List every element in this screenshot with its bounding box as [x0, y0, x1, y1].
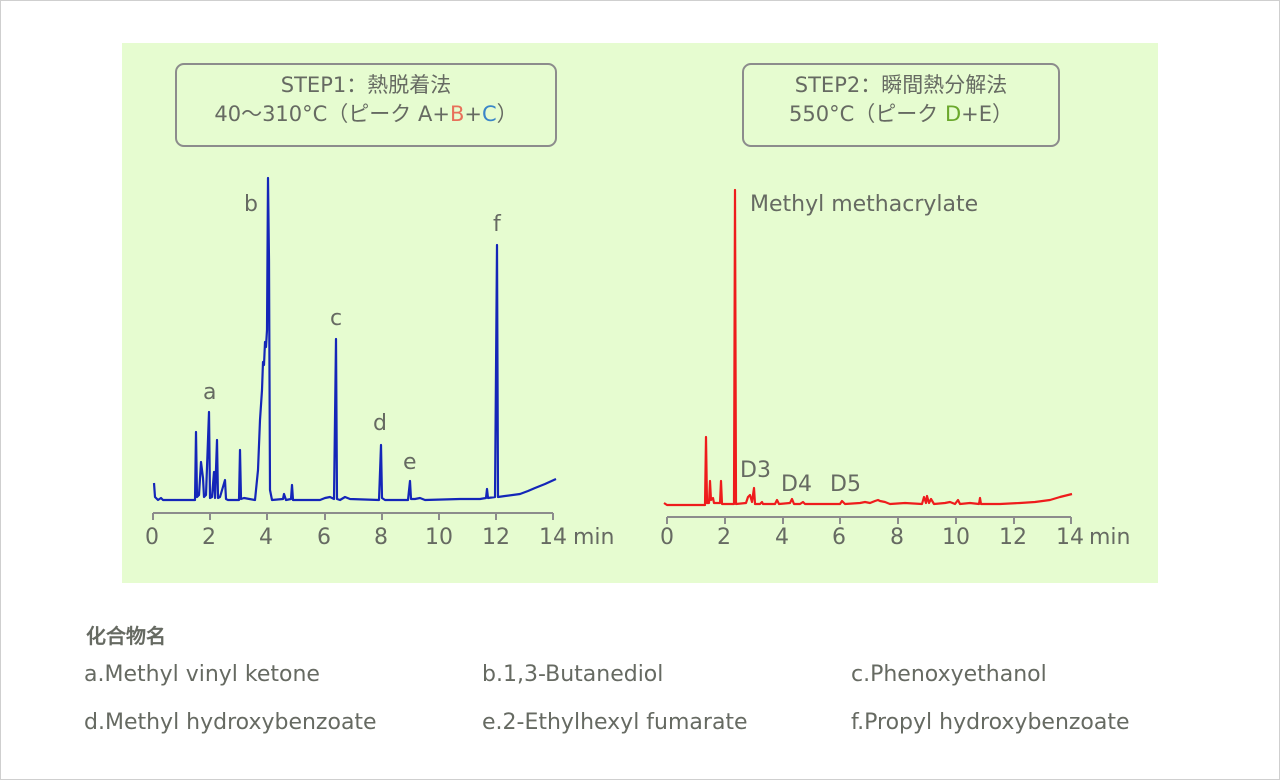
right-tick-0: 0	[660, 525, 674, 550]
step1-subtitle: 40〜310°C（ピーク A+B+C）	[177, 100, 555, 129]
compound-name: 1,3-Butanediol	[502, 662, 664, 687]
plus-sign: +	[464, 102, 482, 126]
step1-subtitle-prefix: 40〜310°C（ピーク A+	[214, 102, 450, 126]
compound-name: Methyl hydroxybenzoate	[104, 710, 377, 735]
left-tick-12: 12	[482, 525, 510, 550]
compound-a: a.Methyl vinyl ketone	[84, 662, 320, 687]
right-tick-8: 8	[890, 525, 904, 550]
left-tick-4: 4	[259, 525, 273, 550]
left-tick-8: 8	[374, 525, 388, 550]
peak-label-e: e	[403, 450, 417, 475]
step2-title-box: STEP2：瞬間熱分解法 550°C（ピーク D+E）	[742, 63, 1060, 147]
left-x-axis	[152, 512, 554, 520]
compound-key: c.	[851, 662, 871, 687]
compound-name: Propyl hydroxybenzoate	[864, 710, 1130, 735]
left-tick-10: 10	[425, 525, 453, 550]
left-tick-6: 6	[317, 525, 331, 550]
step1-trace	[152, 176, 557, 502]
peak-label-f: f	[493, 212, 501, 237]
right-tick-10: 10	[942, 525, 970, 550]
compound-key: d.	[84, 710, 105, 735]
peak-label-b: b	[244, 192, 258, 217]
compound-key: f.	[851, 710, 865, 735]
step2-subtitle-suffix: +E）	[961, 102, 1013, 126]
peak-label-d5: D5	[830, 472, 861, 497]
compound-key: a.	[84, 662, 105, 687]
peak-label-d4: D4	[781, 472, 812, 497]
right-x-unit: min	[1089, 525, 1131, 550]
compound-name: 2-Ethylhexyl fumarate	[502, 710, 748, 735]
compounds-heading: 化合物名	[86, 624, 166, 648]
peak-label-a: a	[203, 380, 217, 405]
right-tick-14: 14	[1056, 525, 1084, 550]
peak-label-methyl-methacrylate: Methyl methacrylate	[750, 192, 979, 217]
compound-c: c.Phenoxyethanol	[851, 662, 1047, 687]
compound-e: e.2-Ethylhexyl fumarate	[482, 710, 748, 735]
step2-subtitle: 550°C（ピーク D+E）	[744, 100, 1058, 129]
step2-subtitle-prefix: 550°C（ピーク	[789, 102, 945, 126]
peak-label-d3: D3	[740, 458, 771, 483]
left-tick-0: 0	[145, 525, 159, 550]
left-tick-14: 14	[539, 525, 567, 550]
compound-key: b.	[482, 662, 503, 687]
right-tick-2: 2	[717, 525, 731, 550]
right-tick-6: 6	[832, 525, 846, 550]
step2-title: STEP2：瞬間熱分解法	[794, 73, 1008, 97]
compound-f: f.Propyl hydroxybenzoate	[851, 710, 1130, 735]
chart-panel	[122, 43, 1158, 583]
step2-trace	[663, 188, 1073, 507]
compound-b: b.1,3-Butanediol	[482, 662, 663, 687]
compound-key: e.	[482, 710, 503, 735]
peak-b-label: B	[449, 102, 465, 126]
compound-name: Phenoxyethanol	[870, 662, 1047, 687]
compound-d: d.Methyl hydroxybenzoate	[84, 710, 377, 735]
peak-label-d: d	[373, 411, 387, 436]
left-x-unit: min	[573, 525, 615, 550]
compound-name: Methyl vinyl ketone	[104, 662, 320, 687]
peak-d-label: D	[944, 102, 962, 126]
right-x-axis	[666, 516, 1072, 524]
right-tick-12: 12	[999, 525, 1027, 550]
step1-subtitle-suffix: ）	[496, 102, 518, 126]
peak-label-c: c	[330, 306, 343, 331]
right-tick-4: 4	[775, 525, 789, 550]
step1-title: STEP1：熱脱着法	[280, 73, 452, 97]
peak-c-label: C	[481, 102, 497, 126]
step1-title-box: STEP1：熱脱着法 40〜310°C（ピーク A+B+C）	[175, 63, 557, 147]
left-tick-2: 2	[202, 525, 216, 550]
